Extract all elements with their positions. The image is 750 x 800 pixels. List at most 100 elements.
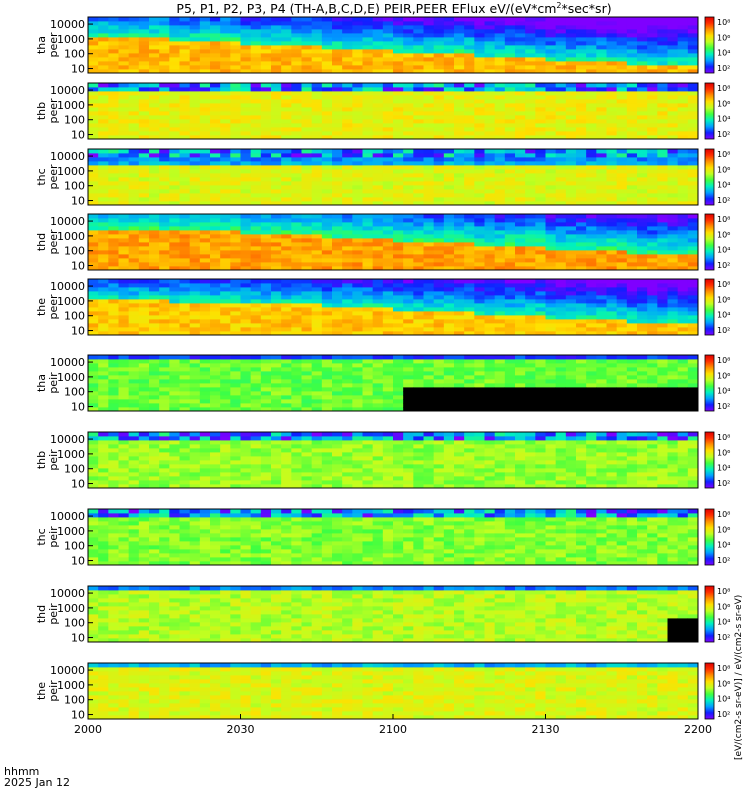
spectrogram-cell [179,246,191,251]
spectrogram-cell [555,95,567,100]
spectrogram-cell [352,214,363,219]
spectrogram-cell [484,197,496,202]
spectrogram-cell [382,363,394,368]
spectrogram-cell [484,299,496,304]
spectrogram-cell [443,295,455,300]
spectrogram-cell [687,230,699,235]
spectrogram-cell [504,17,516,22]
spectrogram-cell [433,185,445,190]
spectrogram-cell [281,37,292,42]
spectrogram-cell [311,299,323,304]
spectrogram-cell [98,157,109,162]
spectrogram-cell [576,107,587,112]
spectrogram-cell [98,37,109,42]
spectrogram-cell [423,307,435,312]
spectrogram-cell [687,83,699,88]
spectrogram-cell [565,83,577,88]
spectrogram-cell [291,17,302,22]
spectrogram-cell [210,307,221,312]
spectrogram-cell [149,61,160,66]
spectrogram-cell [596,111,607,116]
spectrogram-cell [128,103,140,108]
spectrogram-cell [637,181,648,186]
spectrogram-cell [403,258,414,263]
spectrogram-cell [433,173,445,178]
spectrogram-cell [169,99,180,104]
spectrogram-cell [433,218,445,223]
spectrogram-cell [443,258,455,263]
y-tick-label: 10 [71,129,85,142]
spectrogram-cell [525,149,536,154]
spectrogram-cell [586,383,597,388]
spectrogram-cell [494,83,506,88]
spectrogram-cell [220,279,231,284]
spectrogram-cell [281,242,292,247]
spectrogram-cell [433,149,445,154]
spectrogram-cell [372,33,384,38]
spectrogram-cell [484,21,496,26]
spectrogram-cell [342,258,353,263]
spectrogram-cell [149,53,160,58]
spectrogram-cell [159,238,170,243]
spectrogram-cell [98,91,109,96]
spectrogram-cell [342,57,353,62]
spectrogram-cell [474,115,485,120]
spectrogram-cell [332,234,343,239]
spectrogram-cell [504,246,516,251]
spectrogram-cell [250,234,262,239]
spectrogram-cell [687,25,699,30]
spectrogram-cell [372,303,384,308]
spectrogram-cell [260,57,272,62]
spectrogram-cell [98,238,109,243]
spectrogram-cell [586,127,597,132]
spectrogram-cell [250,238,262,243]
spectrogram-cell [637,303,648,308]
spectrogram-cell [576,279,587,284]
spectrogram-cell [321,246,333,251]
spectrogram-cell [311,21,323,26]
spectrogram-cell [98,21,109,26]
spectrogram-cell [352,29,363,34]
spectrogram-cell [504,254,516,259]
spectrogram-cell [128,319,140,324]
spectrogram-cell [210,189,221,194]
spectrogram-cell [179,111,191,116]
spectrogram-cell [586,311,597,316]
spectrogram-cell [687,234,699,239]
spectrogram-cell [260,41,272,46]
spectrogram-cell [210,250,221,255]
spectrogram-cell [138,53,150,58]
spectrogram-cell [281,303,292,308]
spectrogram-cell [626,331,638,336]
spectrogram-cell [352,165,363,170]
spectrogram-cell [179,69,191,74]
spectrogram-cell [98,279,109,284]
spectrogram-cell [98,173,109,178]
spectrogram-cell [403,254,414,259]
spectrogram-cell [311,254,323,259]
spectrogram-cell [169,87,180,92]
spectrogram-cell [352,17,363,22]
spectrogram-cell [179,303,191,308]
spectrogram-cell [413,218,424,223]
spectrogram-cell [484,57,496,62]
spectrogram-cell [576,119,587,124]
spectrogram-cell [393,395,404,400]
spectrogram-cell [199,65,211,70]
spectrogram-cell [98,283,109,288]
spectrogram-cell [311,61,323,66]
spectrogram-cell [362,295,374,300]
spectrogram-cell [88,407,99,412]
spectrogram-cell [647,327,658,332]
spectrogram-cell [565,367,577,372]
spectrogram-cell [362,131,374,136]
spectrogram-cell [576,111,587,116]
spectrogram-cell [321,201,333,206]
spectrogram-cell [535,218,546,223]
spectrogram-cell [118,242,130,247]
spectrogram-cell [494,41,506,46]
spectrogram-cell [321,135,333,140]
spectrogram-cell [159,250,170,255]
spectrogram-cell [667,95,679,100]
spectrogram-cell [169,214,180,219]
